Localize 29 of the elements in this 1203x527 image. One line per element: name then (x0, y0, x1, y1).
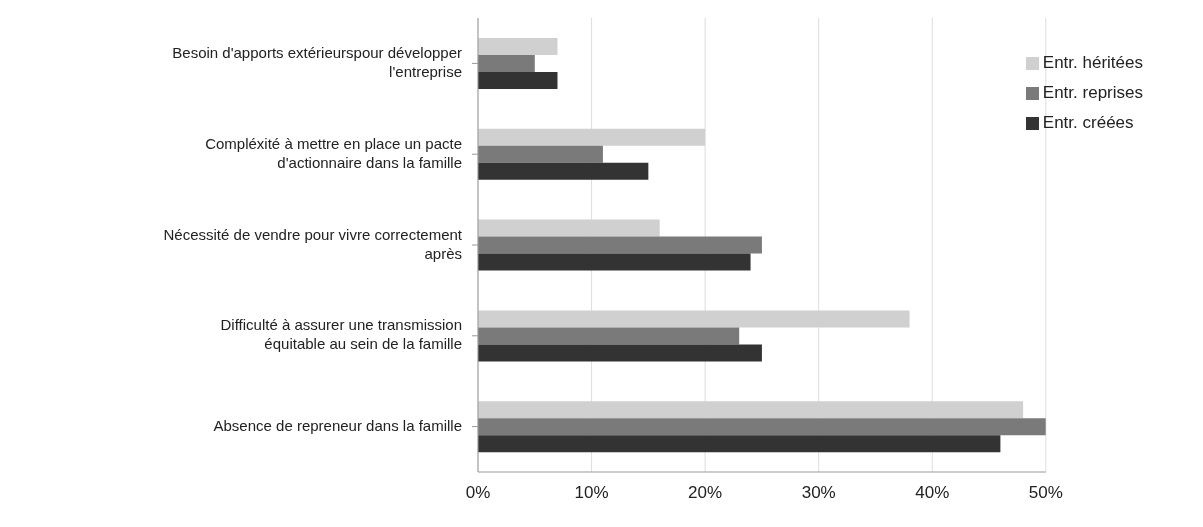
bar (478, 162, 649, 180)
bar (478, 310, 910, 328)
bar (478, 37, 558, 55)
y-tick-label: Besoin d'apports extérieurspour développer l'entreprise (172, 43, 462, 80)
legend-label: Entr. reprises (1042, 83, 1143, 102)
bar (478, 418, 1046, 436)
legend-label: Entr. créées (1042, 113, 1134, 132)
x-tick-label: 20% (688, 483, 723, 503)
x-tick-label: 10% (574, 483, 609, 503)
bar (478, 54, 535, 72)
bar (478, 71, 558, 89)
legend-label: Entr. héritées (1042, 53, 1143, 72)
bar (478, 401, 1024, 419)
bar (478, 128, 706, 146)
x-tick-label: 30% (801, 483, 836, 503)
bar (478, 236, 762, 254)
bar (478, 145, 603, 163)
x-tick-label: 0% (465, 483, 491, 503)
x-tick-label: 50% (1028, 483, 1063, 503)
bar (478, 327, 740, 345)
y-tick-label: Difficulté à assurer une transmission équitable au sein de la famille (220, 316, 462, 353)
y-tick-label: Absence de repreneur dans la famille (213, 416, 462, 434)
bar (478, 253, 751, 271)
y-tick-label: Compléxité à mettre en place un pacte d'actionnaire dans la famille (205, 134, 462, 171)
bar (478, 435, 1001, 453)
y-tick-label: Nécessité de vendre pour vivre correctement après (163, 225, 463, 262)
bar (478, 219, 660, 237)
bar (478, 344, 762, 362)
x-tick-label: 40% (915, 483, 950, 503)
